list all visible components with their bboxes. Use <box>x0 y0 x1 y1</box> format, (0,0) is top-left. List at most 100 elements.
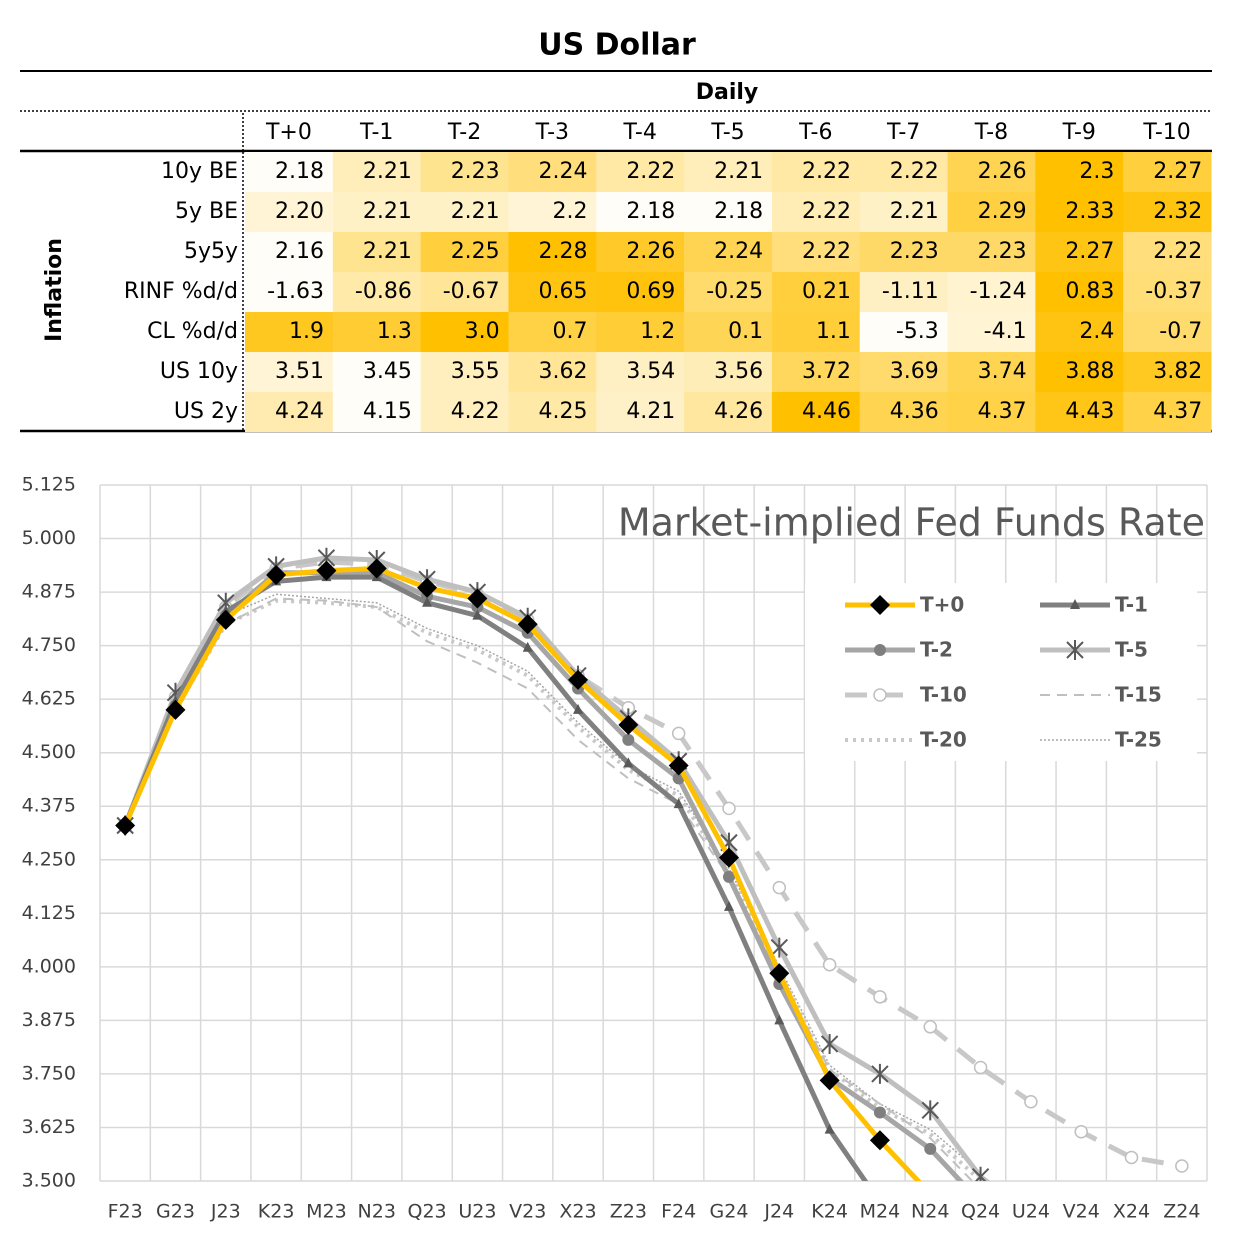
cell-value: 2.21 <box>890 199 939 224</box>
x-tick-label: Q23 <box>407 1201 446 1223</box>
heat-cell <box>508 232 597 272</box>
row-label: CL %d/d <box>147 319 238 344</box>
heat-cell <box>947 312 1036 352</box>
y-tick-label: 4.000 <box>22 955 76 977</box>
heat-cell <box>245 352 334 392</box>
heat-cell <box>947 232 1036 272</box>
heat-cell <box>596 392 685 432</box>
marker <box>517 614 538 635</box>
column-header: T-7 <box>886 120 920 145</box>
marker <box>718 847 739 868</box>
x-tick-label: N23 <box>358 1201 396 1223</box>
y-tick-label: 5.000 <box>22 527 76 549</box>
cell-value: 2.26 <box>978 159 1027 184</box>
group-header: Daily <box>696 80 759 105</box>
heat-cell <box>771 352 861 392</box>
heat-cell <box>332 192 422 232</box>
marker <box>668 755 689 776</box>
cell-value: -4.1 <box>984 319 1027 344</box>
marker <box>824 1123 835 1134</box>
marker <box>870 595 890 615</box>
cell-value: 1.9 <box>289 319 324 344</box>
cell-value: 2.26 <box>626 239 675 264</box>
cell-value: 0.1 <box>728 319 763 344</box>
cell-value: 3.62 <box>539 359 588 384</box>
chart: Market-implied Fed Funds Rate 3.500 3.625… <box>22 474 1208 1223</box>
heat-cell <box>596 192 685 232</box>
cell-value: 3.74 <box>978 359 1027 384</box>
x-tick-label: F23 <box>108 1201 143 1223</box>
heat-cell <box>1123 352 1212 392</box>
cell-value: 2.23 <box>978 239 1027 264</box>
heat-cell <box>596 232 685 272</box>
heat-cell <box>684 352 773 392</box>
marker <box>924 1142 937 1155</box>
heat-cell <box>1123 152 1212 192</box>
marker <box>115 815 136 836</box>
cell-value: 2.25 <box>451 239 500 264</box>
legend-label: T-25 <box>1115 728 1162 752</box>
heat-cell <box>332 312 422 352</box>
heat-cell <box>771 152 861 192</box>
x-tick-label: V23 <box>509 1201 546 1223</box>
cell-value: 2.27 <box>1065 239 1114 264</box>
row-label: US 2y <box>174 399 238 424</box>
marker <box>873 990 887 1004</box>
cell-value: 2.21 <box>363 199 412 224</box>
cell-value: 2.21 <box>363 159 412 184</box>
cell-value: 0.21 <box>802 279 851 304</box>
marker <box>573 703 584 714</box>
heat-cell <box>420 392 509 432</box>
heat-cell <box>947 352 1036 392</box>
heat-cell <box>859 312 949 352</box>
cell-value: 3.72 <box>802 359 851 384</box>
cell-value: 2.22 <box>802 239 851 264</box>
heat-cell <box>596 312 685 352</box>
marker <box>165 699 186 720</box>
marker <box>820 1033 839 1054</box>
heat-cell <box>1123 312 1212 352</box>
cell-value: 4.37 <box>978 399 1027 424</box>
heat-cell <box>684 312 773 352</box>
cell-value: 0.7 <box>552 319 587 344</box>
y-tick-label: 4.125 <box>22 902 76 924</box>
cell-value: -1.63 <box>267 279 324 304</box>
cell-value: 3.55 <box>451 359 500 384</box>
marker <box>923 1020 937 1034</box>
legend-label: T+0 <box>920 593 964 617</box>
cell-value: -0.7 <box>1159 319 1202 344</box>
heat-cell <box>771 312 861 352</box>
cell-value: 2.20 <box>275 199 324 224</box>
x-tick-label: J24 <box>763 1201 794 1223</box>
cell-value: 2.4 <box>1079 319 1114 344</box>
heat-cell <box>684 152 773 192</box>
marker <box>769 963 790 984</box>
heat-cell <box>508 312 597 352</box>
cell-value: 2.24 <box>539 159 588 184</box>
row-label: US 10y <box>160 359 238 384</box>
heat-cell <box>245 192 334 232</box>
cell-value: 2.22 <box>802 199 851 224</box>
y-tick-label: 4.375 <box>22 795 76 817</box>
plot-area <box>115 547 1189 1181</box>
column-header: T-6 <box>798 120 832 145</box>
heat-cell <box>596 272 685 312</box>
cell-value: 2.18 <box>714 199 763 224</box>
heat-cell <box>684 192 773 232</box>
y-tick-label: 3.875 <box>22 1009 76 1031</box>
cell-value: 0.65 <box>539 279 588 304</box>
heat-cell <box>771 192 861 232</box>
heat-cell <box>332 232 422 272</box>
cell-value: 2.33 <box>1065 199 1114 224</box>
marker <box>568 669 589 690</box>
heat-cell <box>1035 392 1124 432</box>
heat-cell <box>245 312 334 352</box>
marker <box>622 733 635 746</box>
cell-value: 3.88 <box>1065 359 1114 384</box>
cell-value: -0.67 <box>443 279 500 304</box>
cell-value: 2.18 <box>275 159 324 184</box>
heat-cell <box>771 232 861 272</box>
heat-cell <box>1035 272 1124 312</box>
marker <box>522 641 533 652</box>
